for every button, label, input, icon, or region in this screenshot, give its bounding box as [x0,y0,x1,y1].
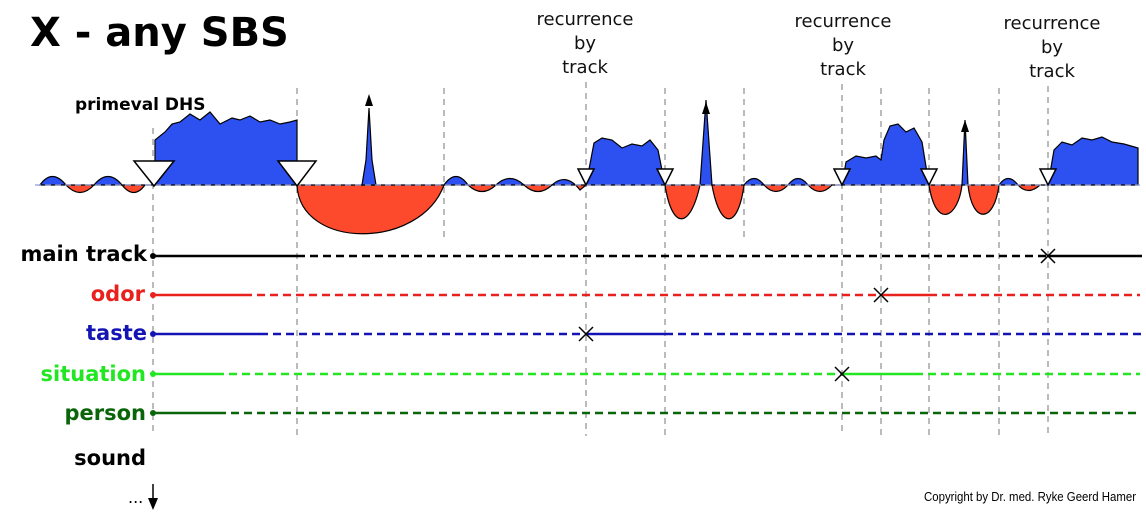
crisis-spike [361,107,377,186]
crisis-arrows [365,94,969,132]
x-mark-icon [1040,248,1056,264]
track-label-sound: sound [74,446,146,470]
recurrence-label-1: recurrence by track [537,9,634,78]
down-triangle-icon [655,168,675,187]
recurrence-label-3-line-2: by [1041,37,1063,58]
recurrence-label-3-line-1: recurrence [1004,13,1101,34]
healing-phase-area [38,185,1139,235]
recurrence-label-2-line-1: recurrence [795,11,892,32]
guide-lines [152,82,1049,436]
track-label-taste: taste [86,321,147,345]
down-triangle-icon [276,160,318,188]
track-person: person [64,401,1140,425]
sbs-wave [35,99,1140,235]
down-triangle-icon [576,168,596,187]
track-label-main: main track [21,242,149,266]
recurrence-label-2: recurrence by track [795,11,892,80]
copyright-notice: Copyright by Dr. med. Ryke Geerd Hamer [924,490,1136,504]
down-arrow-icon [148,498,158,510]
up-arrow-icon [365,94,373,106]
down-triangle-icon [1038,168,1058,187]
recurrence-label-3-line-3: track [1029,61,1075,82]
x-mark-icon [873,287,889,303]
x-mark-icon [578,326,594,342]
recurrence-label-1-line-2: by [574,33,596,54]
track-label-person: person [64,401,146,425]
track-situation: situation [41,362,1140,386]
up-arrow-icon [961,120,969,132]
track-label-situation: situation [41,362,146,386]
recurrence-label-1-line-3: track [562,57,608,78]
down-triangle-icon [919,168,939,187]
track-taste: taste [86,321,1142,345]
track-label-odor: odor [91,282,146,306]
x-mark-icon [834,366,850,382]
recurrence-label-2-line-2: by [832,35,854,56]
active-phase-area [39,99,1139,185]
conflict-markers [132,160,1058,188]
recurrence-label-3: recurrence by track [1004,13,1101,82]
recurrence-label-1-line-1: recurrence [537,9,634,30]
up-arrow-icon [702,102,710,114]
down-triangle-icon [832,168,852,187]
more-tracks-ellipsis: ... [128,488,143,507]
track-sound: sound [74,446,146,470]
track-main: main track [21,242,1142,266]
track-odor: odor [91,282,1140,306]
recurrence-label-2-line-3: track [820,59,866,80]
down-triangle-icon [132,160,176,188]
diagram-title: X - any SBS [30,10,289,56]
primeval-dhs-label: primeval DHS [75,95,206,115]
